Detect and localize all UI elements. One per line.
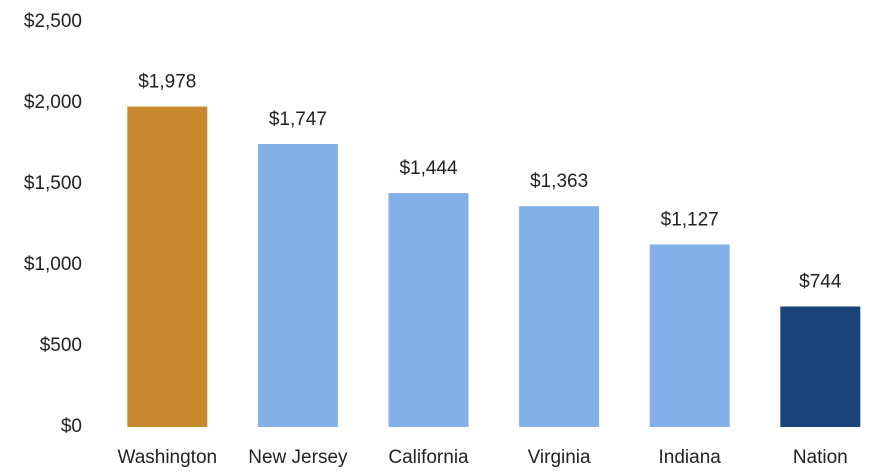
value-label: $1,978: [138, 72, 196, 93]
x-tick-label: Washington: [117, 447, 217, 468]
value-label: $1,127: [661, 209, 719, 230]
y-tick-label: $2,500: [24, 11, 82, 32]
bar: [519, 206, 600, 427]
x-tick-label: Indiana: [659, 447, 722, 468]
x-tick-label: New Jersey: [248, 447, 348, 468]
y-tick-label: $1,500: [24, 173, 82, 194]
bar: [388, 193, 469, 427]
y-tick-label: $500: [40, 335, 82, 356]
bar: [780, 306, 861, 427]
value-label: $1,363: [530, 171, 588, 192]
x-tick-label: Virginia: [528, 447, 591, 468]
bar: [127, 106, 208, 428]
value-label: $1,444: [399, 158, 458, 179]
x-tick-label: Nation: [793, 447, 848, 468]
value-label: $744: [799, 271, 842, 292]
bar: [649, 244, 730, 427]
y-tick-label: $1,000: [24, 254, 82, 275]
y-tick-label: $0: [61, 416, 82, 437]
value-label: $1,747: [269, 109, 327, 130]
x-tick-label: California: [388, 447, 469, 468]
bar: [257, 143, 338, 427]
y-tick-label: $2,000: [24, 92, 82, 113]
